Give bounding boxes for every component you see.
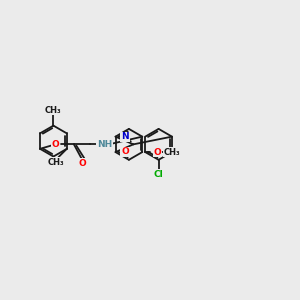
Text: O: O	[52, 140, 59, 149]
Text: N: N	[121, 132, 129, 141]
Text: CH₃: CH₃	[47, 158, 64, 167]
Text: O: O	[154, 148, 162, 157]
Text: O: O	[78, 159, 86, 168]
Text: Cl: Cl	[154, 170, 164, 179]
Text: CH₃: CH₃	[164, 148, 181, 157]
Text: CH₃: CH₃	[45, 106, 62, 115]
Text: NH: NH	[97, 140, 112, 149]
Text: O: O	[121, 147, 129, 156]
